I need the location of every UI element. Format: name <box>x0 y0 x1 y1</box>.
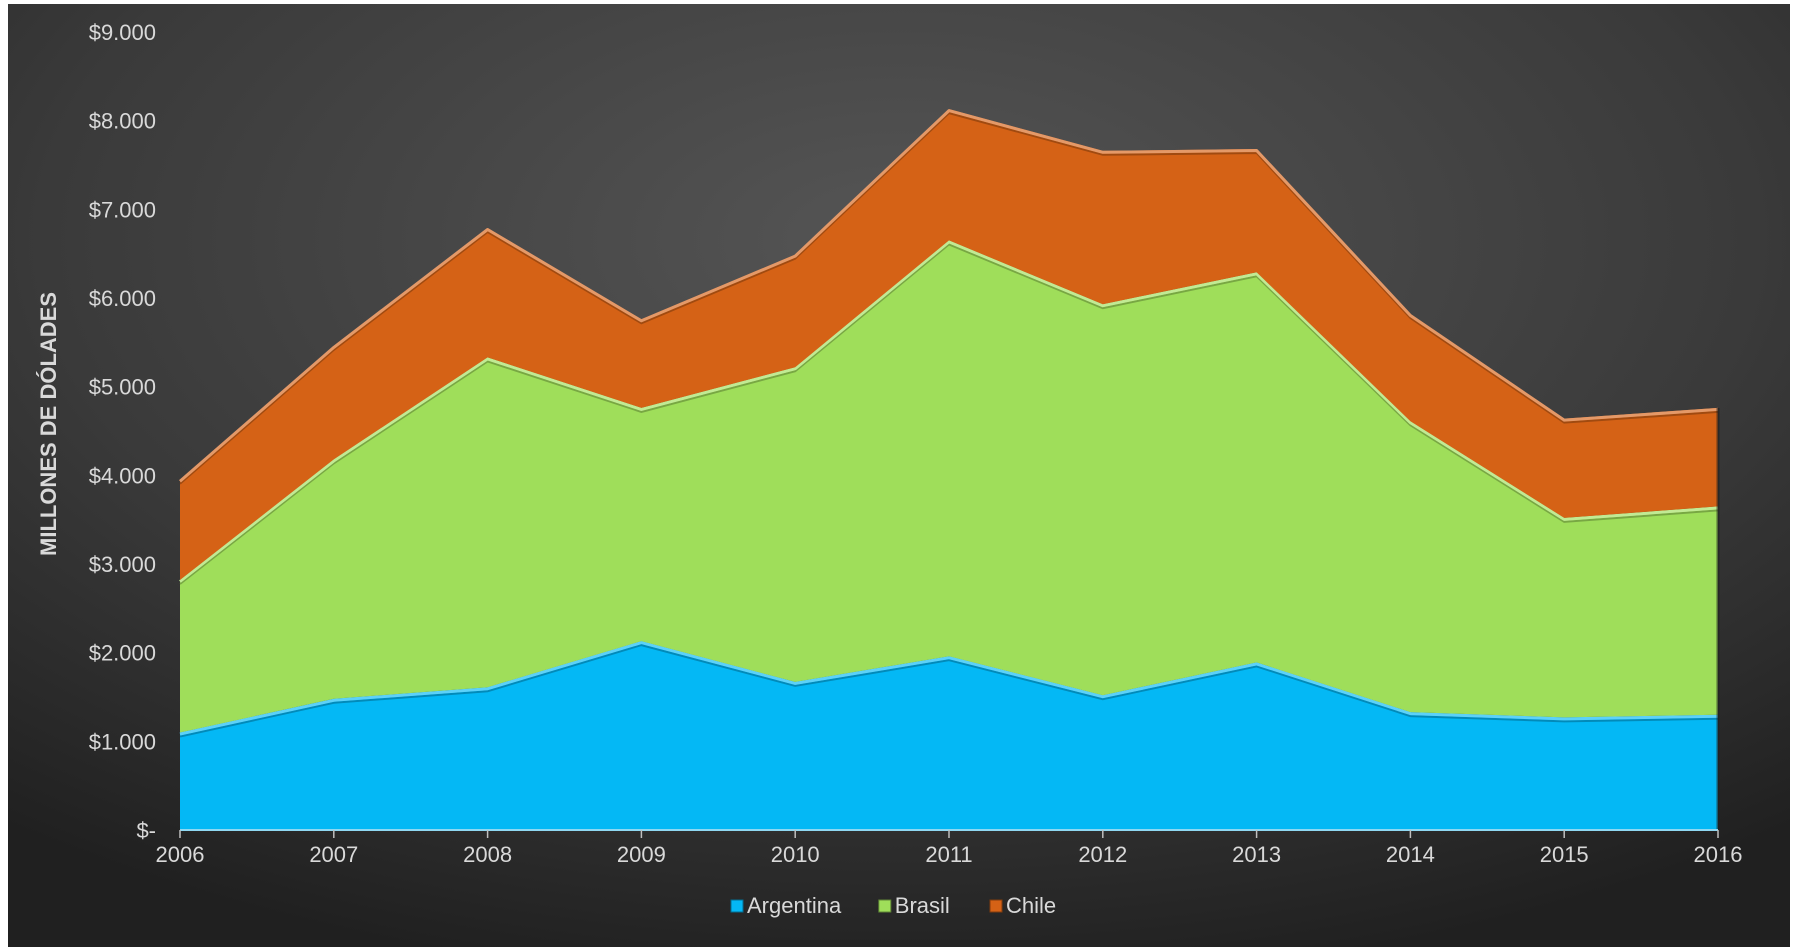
y-axis: $- $1.000 $2.000 $3.000 $4.000 $5.000 $6.000 $7… <box>89 20 156 843</box>
area-brasil-shadow <box>179 243 1719 585</box>
area-brasil-edge <box>179 240 1719 583</box>
y-tick-label: $1.000 <box>89 729 156 754</box>
y-tick-label: $6.000 <box>89 286 156 311</box>
y-tick-label: $3.000 <box>89 552 156 577</box>
x-tick-label: 2012 <box>1078 842 1127 867</box>
legend-item-brasil: Brasil <box>878 893 950 918</box>
area-argentina-shadow <box>179 644 1719 738</box>
legend-item-argentina: Argentina <box>730 893 842 918</box>
y-tick-label: $7.000 <box>89 197 156 222</box>
stacked-area-chart: $- $1.000 $2.000 $3.000 $4.000 $5.000 $6.000 $7… <box>8 4 1790 947</box>
x-tick-label: 2011 <box>925 842 972 867</box>
x-tick-label: 2007 <box>309 842 358 867</box>
x-axis: 2006 2007 2008 2009 2010 2011 2012 2013 2014 2015… <box>156 829 1743 867</box>
y-tick-label: $5.000 <box>89 375 156 400</box>
y-axis-label: MILLONES DE DÓLADES <box>36 292 61 556</box>
x-tick-label: 2008 <box>463 842 512 867</box>
area-chile-shadow <box>179 111 1719 485</box>
legend: Argentina Brasil Chile <box>730 893 1056 918</box>
x-tick-label: 2015 <box>1540 842 1589 867</box>
area-chile <box>180 109 1718 580</box>
legend-label: Argentina <box>747 893 842 918</box>
x-tick-label: 2014 <box>1386 842 1435 867</box>
y-tick-label: $2.000 <box>89 641 156 666</box>
y-tick-label: $4.000 <box>89 463 156 488</box>
x-tick-label: 2006 <box>156 842 205 867</box>
x-tick-label: 2009 <box>617 842 666 867</box>
area-argentina-edge <box>179 641 1719 736</box>
y-tick-label: $- <box>136 818 156 843</box>
area-chile-edge <box>179 109 1719 483</box>
area-brasil <box>180 240 1718 733</box>
legend-swatch <box>989 899 1003 913</box>
legend-label: Brasil <box>895 893 950 918</box>
legend-item-chile: Chile <box>989 893 1056 918</box>
y-tick-label: $8.000 <box>89 109 156 134</box>
x-tick-label: 2010 <box>771 842 820 867</box>
legend-swatch <box>730 899 744 913</box>
chart-frame: $- $1.000 $2.000 $3.000 $4.000 $5.000 $6.000 $7… <box>8 4 1790 947</box>
legend-swatch <box>878 899 892 913</box>
legend-label: Chile <box>1006 893 1056 918</box>
x-tick-label: 2013 <box>1232 842 1281 867</box>
series-areas <box>179 109 1720 830</box>
x-tick-label: 2016 <box>1694 842 1743 867</box>
y-tick-label: $9.000 <box>89 20 156 45</box>
